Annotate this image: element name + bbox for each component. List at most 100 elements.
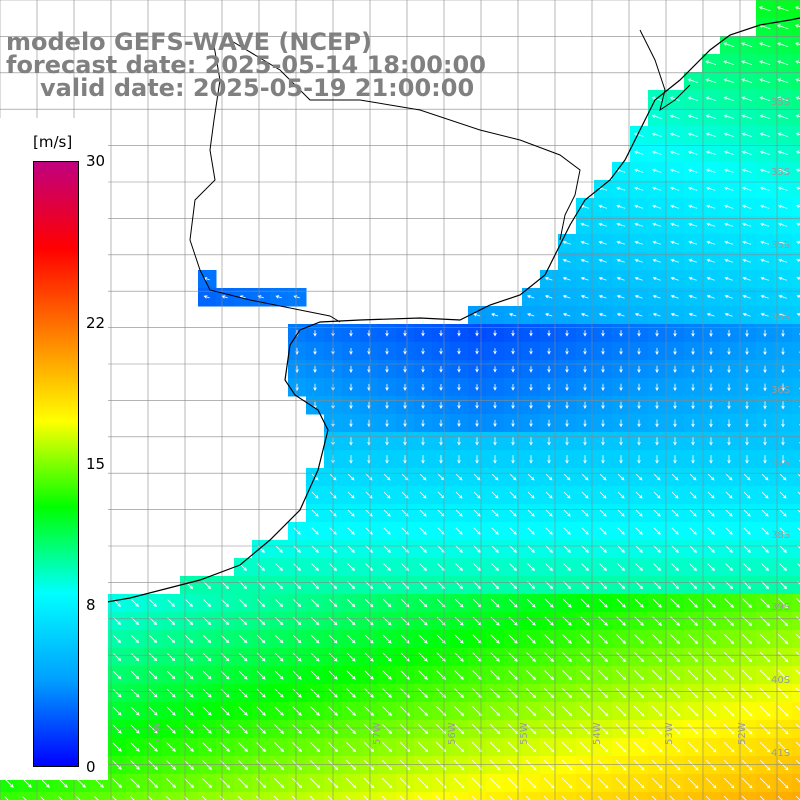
wind-arrow xyxy=(563,491,571,499)
wind-arrow xyxy=(473,545,481,553)
wind-arrow xyxy=(688,634,699,645)
longitude-label: 53W xyxy=(664,722,675,745)
wind-arrow xyxy=(615,723,627,735)
wind-cell xyxy=(306,792,325,800)
wind-arrow xyxy=(382,652,392,662)
wind-arrow xyxy=(652,312,661,317)
wind-arrow xyxy=(293,545,301,553)
wind-arrow xyxy=(148,688,158,698)
wind-arrow xyxy=(796,258,800,263)
wind-arrow xyxy=(634,598,644,608)
wind-arrow xyxy=(471,777,483,789)
wind-arrow xyxy=(776,42,789,48)
wind-arrow xyxy=(525,777,537,789)
wind-arrow xyxy=(382,616,392,626)
wind-arrow xyxy=(385,383,389,391)
wind-arrow xyxy=(670,240,680,245)
wind-cell xyxy=(468,792,487,800)
wind-arrow xyxy=(436,616,446,626)
wind-arrow xyxy=(760,240,770,245)
wind-arrow xyxy=(454,634,464,644)
latitude-label: 36S xyxy=(771,385,790,396)
wind-arrow xyxy=(779,545,787,553)
wind-arrow xyxy=(385,401,389,410)
wind-arrow xyxy=(364,598,374,608)
wind-arrow xyxy=(490,634,500,644)
wind-arrow xyxy=(291,795,297,800)
wind-arrow xyxy=(745,383,749,392)
wind-arrow xyxy=(310,724,320,734)
wind-arrow xyxy=(346,652,356,662)
wind-arrow xyxy=(759,114,770,119)
wind-arrow xyxy=(509,509,517,517)
wind-arrow xyxy=(652,258,661,263)
wind-arrow xyxy=(455,563,463,571)
wind-arrow xyxy=(670,634,681,645)
wind-arrow xyxy=(4,778,14,788)
wind-arrow xyxy=(601,330,605,337)
wind-arrow xyxy=(457,437,461,446)
wind-arrow xyxy=(349,419,353,428)
wind-arrow xyxy=(131,635,140,644)
wind-arrow xyxy=(763,401,767,410)
colorbar-tick-label: 30 xyxy=(86,152,106,170)
wind-arrow xyxy=(669,723,681,735)
wind-arrow xyxy=(421,348,425,355)
wind-arrow xyxy=(561,795,567,800)
wind-arrow xyxy=(526,295,535,299)
wind-arrow xyxy=(709,401,713,410)
wind-cell xyxy=(792,558,800,577)
wind-arrow xyxy=(723,669,735,681)
wind-arrow xyxy=(777,723,789,735)
wind-arrow xyxy=(292,760,303,771)
wind-arrow xyxy=(633,795,639,800)
wind-arrow xyxy=(777,741,789,753)
colorbar xyxy=(33,161,79,767)
wind-arrow xyxy=(706,258,715,263)
wind-arrow xyxy=(454,670,464,680)
wind-arrow xyxy=(705,777,717,789)
wind-arrow xyxy=(421,437,425,446)
wind-cell xyxy=(36,792,55,800)
wind-arrow xyxy=(563,527,571,535)
wind-arrow xyxy=(562,706,573,717)
wind-arrow xyxy=(598,616,608,626)
wind-arrow xyxy=(311,509,319,517)
wind-arrow xyxy=(725,527,733,535)
wind-arrow xyxy=(529,330,533,337)
wind-arrow xyxy=(634,240,643,245)
wind-arrow xyxy=(562,652,572,662)
wind-arrow xyxy=(419,491,427,499)
wind-arrow xyxy=(761,473,769,481)
wind-arrow xyxy=(113,653,122,662)
wind-arrow xyxy=(673,455,677,464)
wind-arrow xyxy=(529,366,533,373)
wind-cell xyxy=(360,792,379,800)
wind-arrow xyxy=(543,795,549,800)
wind-cell xyxy=(792,720,800,739)
wind-arrow xyxy=(633,723,645,735)
wind-arrow xyxy=(382,724,393,735)
wind-arrow xyxy=(130,742,140,752)
wind-arrow xyxy=(547,401,551,409)
wind-arrow xyxy=(655,347,659,355)
wind-cell xyxy=(504,792,523,800)
wind-arrow xyxy=(633,759,645,771)
wind-arrow xyxy=(508,634,518,644)
wind-arrow xyxy=(257,599,266,608)
wind-arrow xyxy=(619,365,623,373)
colorbar-tick-label: 8 xyxy=(86,596,96,615)
wind-arrow xyxy=(637,330,641,337)
wind-arrow xyxy=(421,330,425,337)
wind-arrow xyxy=(508,652,518,662)
wind-arrow xyxy=(634,688,645,699)
wind-arrow xyxy=(562,634,572,644)
wind-arrow xyxy=(687,795,693,800)
wind-arrow xyxy=(619,330,623,337)
wind-arrow xyxy=(310,706,320,716)
wind-arrow xyxy=(743,545,751,553)
wind-arrow xyxy=(238,706,248,716)
wind-arrow xyxy=(493,330,497,337)
wind-arrow xyxy=(709,419,713,428)
wind-arrow xyxy=(691,401,695,410)
